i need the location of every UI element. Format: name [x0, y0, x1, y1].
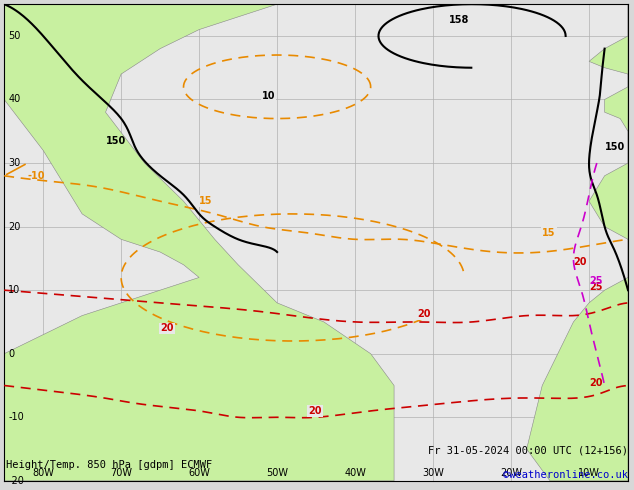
Text: 40W: 40W — [344, 467, 366, 478]
Text: 50: 50 — [8, 31, 20, 41]
Text: 25: 25 — [589, 276, 602, 286]
Text: 50W: 50W — [266, 467, 288, 478]
Polygon shape — [4, 4, 394, 481]
Text: Height/Temp. 850 hPa [gdpm] ECMWF: Height/Temp. 850 hPa [gdpm] ECMWF — [6, 461, 212, 470]
Text: 30: 30 — [8, 158, 20, 168]
Text: 80W: 80W — [32, 467, 54, 478]
Text: -10: -10 — [8, 412, 24, 422]
Text: ©weatheronline.co.uk: ©weatheronline.co.uk — [503, 470, 628, 480]
Text: 20W: 20W — [500, 467, 522, 478]
Text: 20: 20 — [417, 309, 431, 319]
Text: 30W: 30W — [422, 467, 444, 478]
Text: 15: 15 — [199, 196, 212, 206]
Text: 20: 20 — [589, 377, 602, 388]
Text: 158: 158 — [449, 15, 469, 25]
Text: 15: 15 — [542, 228, 556, 238]
Text: 0: 0 — [8, 349, 14, 359]
Text: 25: 25 — [589, 282, 602, 292]
Text: 150: 150 — [105, 136, 126, 146]
Polygon shape — [527, 4, 628, 481]
Text: -20: -20 — [8, 476, 24, 486]
Text: Fr 31-05-2024 00:00 UTC (12+156): Fr 31-05-2024 00:00 UTC (12+156) — [428, 446, 628, 456]
Text: 150: 150 — [605, 142, 625, 152]
Text: 10W: 10W — [578, 467, 600, 478]
Text: 20: 20 — [573, 257, 587, 267]
Text: 20: 20 — [160, 323, 174, 334]
Text: 10: 10 — [261, 92, 275, 101]
Text: 10: 10 — [8, 285, 20, 295]
Text: 20: 20 — [8, 221, 20, 232]
Text: 70W: 70W — [110, 467, 132, 478]
Text: 40: 40 — [8, 95, 20, 104]
Text: -10: -10 — [27, 171, 45, 181]
Text: 20: 20 — [308, 406, 322, 416]
Text: 60W: 60W — [188, 467, 210, 478]
